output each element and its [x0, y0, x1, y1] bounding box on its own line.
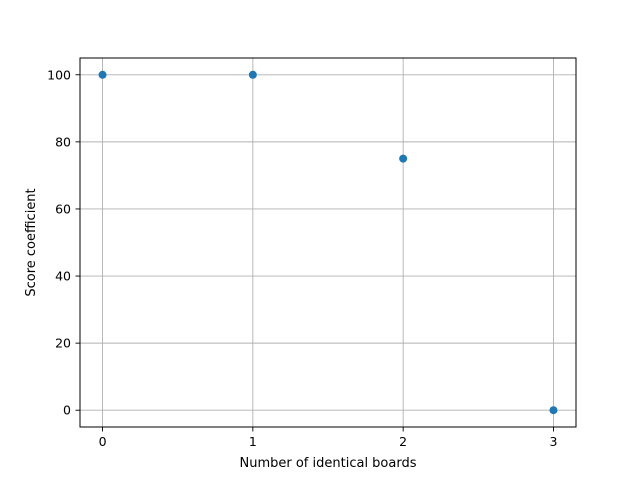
- y-axis-label: Score coefficient: [24, 188, 39, 296]
- y-tick-label: 40: [55, 269, 71, 284]
- y-tick-label: 100: [47, 67, 71, 82]
- x-axis-label: Number of identical boards: [240, 456, 417, 471]
- data-point: [248, 70, 257, 79]
- data-point: [98, 70, 107, 79]
- data-point: [399, 154, 408, 163]
- plot-frame: [79, 57, 577, 428]
- y-tick-label: 80: [55, 134, 71, 149]
- x-tick-label: 3: [549, 434, 557, 449]
- axis-ticks: 0 1 2 3 0 20 40 60 80 100: [47, 67, 557, 449]
- data-point: [549, 406, 558, 415]
- y-tick-label: 0: [63, 403, 71, 418]
- x-tick-label: 1: [249, 434, 257, 449]
- data-points: [98, 70, 558, 415]
- x-tick-label: 0: [99, 434, 107, 449]
- y-tick-label: 20: [55, 336, 71, 351]
- y-tick-label: 60: [55, 201, 71, 216]
- grid: [80, 58, 576, 427]
- x-tick-label: 2: [399, 434, 407, 449]
